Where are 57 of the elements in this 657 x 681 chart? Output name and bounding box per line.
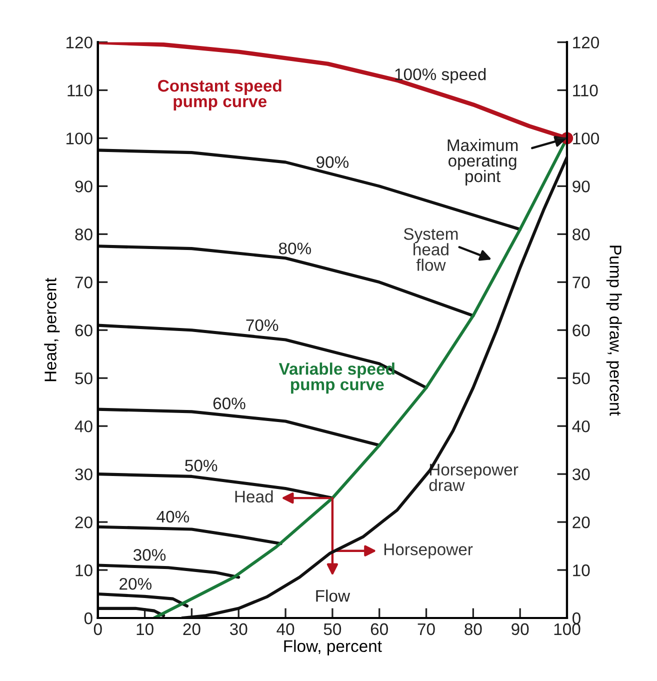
series-label: 100% speed <box>395 68 486 84</box>
series-label: 60% <box>213 398 246 410</box>
y-axis-title: Head, percent <box>44 278 60 382</box>
y2-tick-label: 20 <box>572 516 590 528</box>
y2-tick-label: 10 <box>573 564 590 576</box>
series-label: 20% <box>120 578 152 590</box>
series-label: 90% <box>316 156 349 168</box>
x-tick-label: 10 <box>136 623 154 636</box>
y-tick-label: 60 <box>75 324 92 336</box>
y2-tick-label: 60 <box>572 324 590 336</box>
y2-tick-label: 90 <box>572 180 590 192</box>
annotation: Horsepower draw <box>429 464 518 492</box>
series-label: 40% <box>156 510 190 523</box>
y2-tick-label: 40 <box>572 420 590 432</box>
x-tick-label: 20 <box>183 623 200 636</box>
y2-tick-label: 0 <box>572 612 580 624</box>
y2-tick-label: 70 <box>572 276 590 288</box>
y-tick-label: 20 <box>75 516 92 528</box>
x-tick-label: 70 <box>418 623 435 636</box>
x-tick-label: 60 <box>370 623 388 636</box>
series-label: 80% <box>278 242 311 254</box>
series-label: 50% <box>185 460 218 472</box>
y-tick-label: 90 <box>75 180 92 192</box>
y2-tick-label: 30 <box>572 468 590 480</box>
y-tick-label: 110 <box>68 84 92 96</box>
y2-tick-label: 100 <box>573 132 600 144</box>
y-tick-label: 40 <box>74 420 92 432</box>
y-tick-label: 80 <box>75 228 92 240</box>
y-tick-label: 120 <box>66 36 92 48</box>
y-tick-label: 0 <box>84 612 92 624</box>
y2-tick-label: 120 <box>573 36 600 48</box>
series-label: 70% <box>246 319 278 332</box>
annotation: Horsepower <box>384 544 473 559</box>
y2-tick-label: 50 <box>572 372 590 384</box>
annotation: Variable speed pump curve <box>278 362 394 394</box>
y2-axis-title: Pump hp draw, percent <box>606 246 622 416</box>
x-tick-label: 30 <box>230 623 248 636</box>
x-tick-label: 90 <box>512 623 529 636</box>
x-tick-label: 40 <box>276 623 294 636</box>
annotation: System head flow <box>404 228 458 271</box>
y-tick-label: 70 <box>75 276 92 288</box>
y-tick-label: 100 <box>66 132 92 144</box>
y2-tick-label: 110 <box>573 84 598 96</box>
x-tick-label: 50 <box>324 623 342 636</box>
annotation: Constant speed pump curve <box>158 79 282 111</box>
x-tick-label: 80 <box>464 623 482 636</box>
annotation: Maximum operating point <box>448 138 518 186</box>
x-tick-label: 100 <box>554 623 580 636</box>
y-tick-label: 30 <box>75 468 92 480</box>
annotation: Head <box>235 490 273 503</box>
x-axis-title: Flow, percent <box>284 640 382 656</box>
series-label: 30% <box>133 549 166 561</box>
annotation: Flow <box>316 590 350 602</box>
y-tick-label: 10 <box>76 564 92 576</box>
y2-tick-label: 80 <box>572 228 590 240</box>
y-tick-label: 50 <box>75 372 92 384</box>
x-tick-label: 0 <box>94 623 102 636</box>
